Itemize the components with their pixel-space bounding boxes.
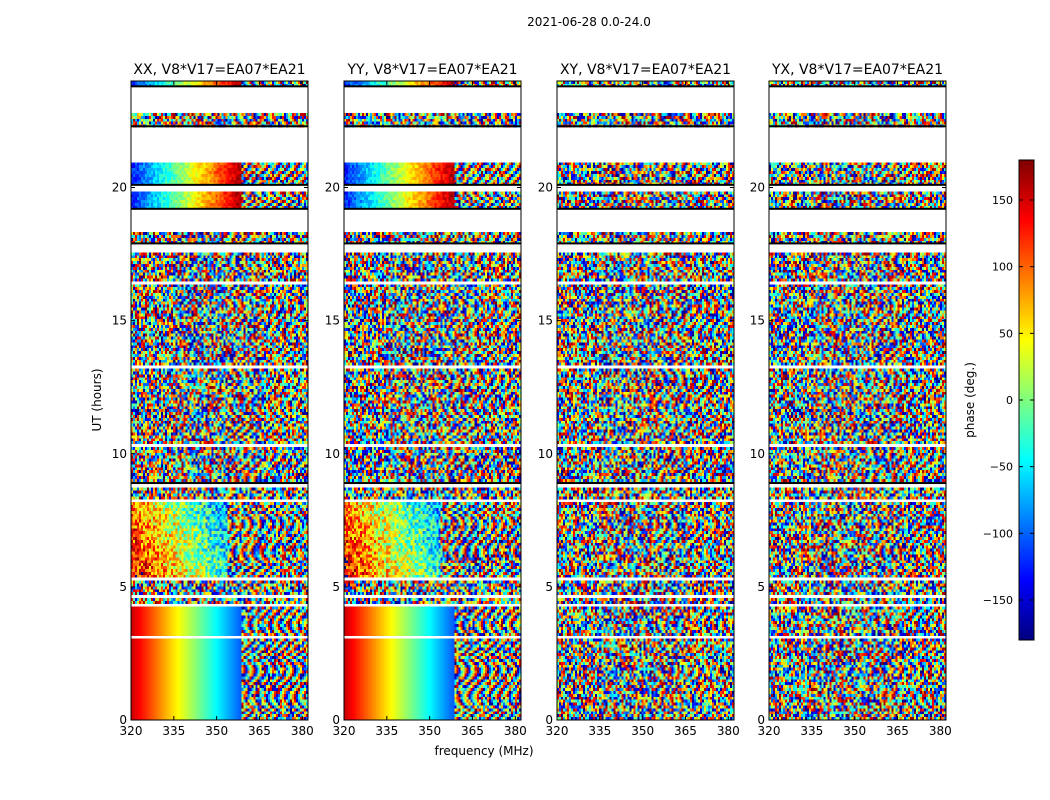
x-axis-label: frequency (MHz) bbox=[434, 744, 533, 758]
y-tick-label: 5 bbox=[332, 580, 340, 594]
y-tick-label: 5 bbox=[545, 580, 553, 594]
y-tick-label: 0 bbox=[332, 713, 340, 727]
x-tick-label: 320 bbox=[546, 724, 569, 738]
panel-frame bbox=[768, 80, 947, 721]
phase-heatmap-yx bbox=[769, 81, 946, 720]
x-tick-label: 365 bbox=[674, 724, 697, 738]
colorbar-tick-label: 50 bbox=[999, 327, 1013, 340]
panel-frame bbox=[130, 80, 309, 721]
x-tick-label: 335 bbox=[162, 724, 185, 738]
flag-edge bbox=[769, 85, 946, 88]
phase-heatmap-xx bbox=[131, 81, 308, 720]
flag-edge bbox=[131, 125, 308, 128]
flag-edge bbox=[557, 207, 734, 210]
panel-xy: XY, V8*V17=EA07*EA21 320 335 350 365 380 0 5 10 1… bbox=[538, 62, 740, 738]
colorbar-ticks: −150 −100 −50 0 50 100 150 bbox=[983, 194, 1034, 607]
x-tick-label: 335 bbox=[800, 724, 823, 738]
flag-edge bbox=[344, 207, 521, 210]
panel-xx: XX, V8*V17=EA07*EA21 320 335 350 365 380 0 5 10 1… bbox=[112, 62, 314, 738]
x-tick-label: 350 bbox=[205, 724, 228, 738]
colorbar-tick-label: 0 bbox=[1006, 394, 1013, 407]
colorbar: −150 −100 −50 0 50 100 150 phase (deg.) bbox=[963, 159, 1035, 641]
x-tick-label: 365 bbox=[886, 724, 909, 738]
phase-heatmap-yy bbox=[344, 81, 521, 720]
colorbar-tick-label: −150 bbox=[983, 594, 1013, 607]
colorbar-tick-label: −100 bbox=[983, 527, 1013, 540]
colorbar-label: phase (deg.) bbox=[963, 362, 977, 438]
x-tick-label: 350 bbox=[631, 724, 654, 738]
y-tick-label: 10 bbox=[112, 447, 127, 461]
y-tick-label: 15 bbox=[112, 314, 127, 328]
flag-edge bbox=[557, 242, 734, 245]
panels: XX, V8*V17=EA07*EA21 320 335 350 365 380 0 5 10 1… bbox=[112, 62, 952, 738]
y-tick-label: 10 bbox=[325, 447, 340, 461]
flag-edge bbox=[769, 207, 946, 210]
flag-edge bbox=[557, 482, 734, 485]
flag-edge bbox=[557, 125, 734, 128]
panel-frame bbox=[556, 80, 735, 721]
flag-edge bbox=[769, 183, 946, 186]
y-tick-label: 15 bbox=[325, 314, 340, 328]
flag-edge bbox=[557, 85, 734, 88]
y-tick-label: 10 bbox=[538, 447, 553, 461]
y-tick-label: 0 bbox=[757, 713, 765, 727]
x-tick-label: 380 bbox=[504, 724, 527, 738]
x-tick-label: 380 bbox=[291, 724, 314, 738]
x-tick-label: 365 bbox=[461, 724, 484, 738]
flag-edge bbox=[769, 482, 946, 485]
y-tick-label: 20 bbox=[112, 181, 127, 195]
panel-yy: YY, V8*V17=EA07*EA21 320 335 350 365 380 0 5 10 1… bbox=[325, 62, 527, 738]
phase-heatmap-xy bbox=[557, 81, 734, 720]
y-tick-label: 20 bbox=[538, 181, 553, 195]
y-tick-label: 15 bbox=[750, 314, 765, 328]
flag-edge bbox=[769, 125, 946, 128]
flag-edge bbox=[131, 85, 308, 88]
suptitle: 2021-06-28 0.0-24.0 bbox=[527, 15, 651, 29]
y-tick-label: 20 bbox=[325, 181, 340, 195]
panel-title: XX, V8*V17=EA07*EA21 bbox=[133, 62, 305, 78]
y-tick-label: 5 bbox=[119, 580, 127, 594]
colorbar-tick-label: 100 bbox=[992, 261, 1013, 274]
panel-title: YX, V8*V17=EA07*EA21 bbox=[771, 62, 943, 78]
x-tick-label: 350 bbox=[418, 724, 441, 738]
flag-edge bbox=[131, 183, 308, 186]
x-tick-label: 320 bbox=[333, 724, 356, 738]
y-tick-label: 10 bbox=[750, 447, 765, 461]
panel-title: XY, V8*V17=EA07*EA21 bbox=[560, 62, 731, 78]
x-tick-label: 320 bbox=[120, 724, 143, 738]
flag-edge bbox=[557, 183, 734, 186]
x-tick-label: 350 bbox=[843, 724, 866, 738]
x-tick-label: 380 bbox=[929, 724, 952, 738]
x-tick-label: 335 bbox=[375, 724, 398, 738]
flag-edge bbox=[344, 125, 521, 128]
panel-yx: YX, V8*V17=EA07*EA21 320 335 350 365 380 0 5 10 1… bbox=[750, 62, 952, 738]
flag-edge bbox=[344, 482, 521, 485]
flag-edge bbox=[344, 183, 521, 186]
x-tick-label: 365 bbox=[248, 724, 271, 738]
colorbar-tick-label: 150 bbox=[992, 194, 1013, 207]
y-tick-label: 0 bbox=[119, 713, 127, 727]
y-tick-label: 0 bbox=[545, 713, 553, 727]
flag-edge bbox=[131, 207, 308, 210]
panel-frame bbox=[343, 80, 522, 721]
flag-edge bbox=[131, 482, 308, 485]
x-tick-label: 335 bbox=[588, 724, 611, 738]
flag-edge bbox=[344, 242, 521, 245]
flag-edge bbox=[344, 85, 521, 88]
y-tick-label: 15 bbox=[538, 314, 553, 328]
flag-edge bbox=[131, 242, 308, 245]
y-tick-label: 20 bbox=[750, 181, 765, 195]
y-axis-label: UT (hours) bbox=[90, 368, 104, 431]
flag-edge bbox=[769, 242, 946, 245]
panel-title: YY, V8*V17=EA07*EA21 bbox=[346, 62, 517, 78]
x-tick-label: 380 bbox=[717, 724, 740, 738]
y-tick-label: 5 bbox=[757, 580, 765, 594]
colorbar-tick-label: −50 bbox=[990, 461, 1013, 474]
x-tick-label: 320 bbox=[758, 724, 781, 738]
